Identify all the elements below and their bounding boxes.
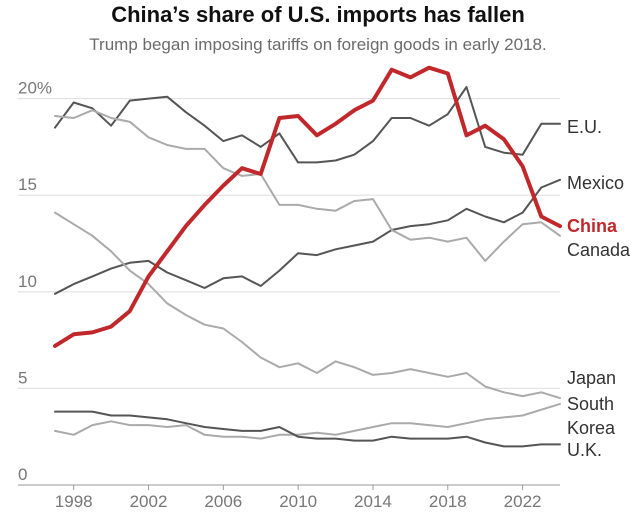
series-label-u-k-: U.K. — [567, 440, 602, 460]
x-tick-label: 2006 — [204, 492, 242, 511]
series-line-mexico — [54, 178, 561, 295]
series-line-e-u- — [54, 86, 561, 164]
series-label-e-u-: E.U. — [567, 117, 602, 137]
y-tick-label: 20% — [18, 79, 52, 98]
series-label-canada: Canada — [567, 240, 631, 260]
y-tick-label: 5 — [18, 368, 27, 387]
y-tick-label: 0 — [18, 465, 27, 484]
series-label-mexico: Mexico — [567, 173, 624, 193]
x-tick-label: 2022 — [504, 492, 542, 511]
x-tick-label: 2010 — [279, 492, 317, 511]
series-line-china — [53, 65, 562, 348]
series-line-u-k- — [54, 410, 561, 448]
x-tick-label: 2014 — [354, 492, 392, 511]
y-axis-ticks: 0 5 10 15 20% — [18, 79, 52, 484]
series-label-china: China — [567, 216, 618, 236]
series-label-south-korea: South — [567, 394, 614, 414]
y-tick-label: 15 — [18, 175, 37, 194]
series-line-south-korea — [54, 402, 561, 440]
series-lines — [53, 65, 562, 448]
x-tick-label: 2018 — [429, 492, 467, 511]
chart-title: China’s share of U.S. imports has fallen — [111, 2, 525, 27]
series-line-canada — [54, 109, 561, 262]
x-tick-label: 2002 — [130, 492, 168, 511]
grid-lines — [18, 98, 560, 486]
x-axis-ticks: 1998 2002 2006 2010 2014 2018 2022 — [55, 485, 542, 511]
series-line-japan — [54, 211, 561, 400]
x-tick-label: 1998 — [55, 492, 93, 511]
chart-subtitle: Trump began imposing tariffs on foreign … — [89, 35, 547, 54]
series-label-south-korea: Korea — [567, 418, 616, 438]
y-tick-label: 10 — [18, 272, 37, 291]
series-label-japan: Japan — [567, 368, 616, 388]
